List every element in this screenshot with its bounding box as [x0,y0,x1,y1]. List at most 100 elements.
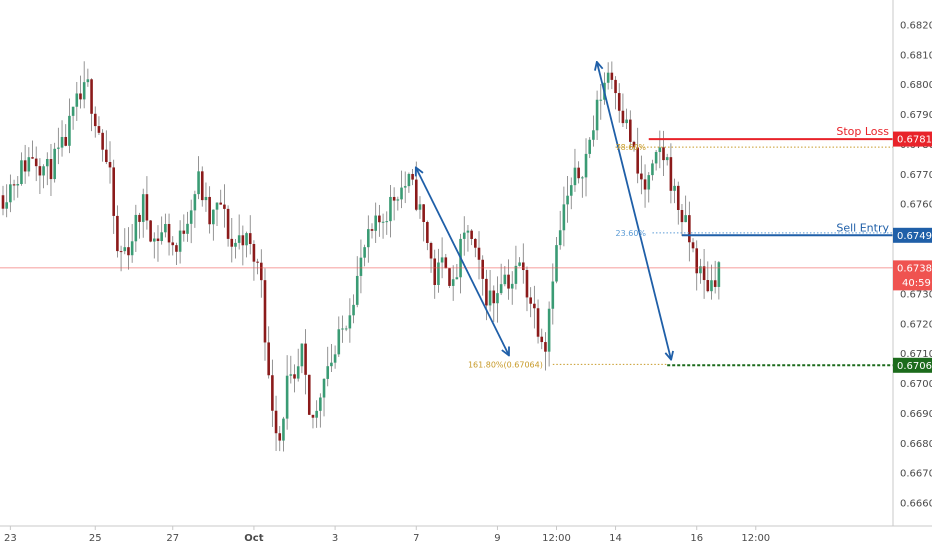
x-tick-label: 9 [494,533,500,544]
candle-body [488,290,492,306]
fib-236-label: 23.60% [616,229,647,238]
candle-body [330,362,333,367]
candle-body [341,328,344,330]
candle-body [647,175,651,190]
candle-body [684,215,687,223]
candle-body [1,195,5,209]
candle-body [60,136,64,148]
candle-body [658,147,662,153]
candle-body [68,115,71,146]
candle-body [699,266,702,274]
candle-body [256,261,259,263]
candle-countdown: 40:59 [902,278,931,289]
candle-body [396,199,400,201]
x-tick-label: 3 [332,533,338,544]
candle-body [212,209,215,225]
candle-body [695,248,699,274]
candle-body [237,235,241,243]
candle-body [518,262,521,266]
x-tick-label: 27 [166,533,179,544]
candle-body [152,238,156,242]
candle-body [215,202,219,210]
x-tick-label: 25 [89,533,102,544]
candle-body [540,336,544,343]
trend-arrow [416,168,508,354]
candle-body [688,215,691,243]
candle-body [702,266,706,281]
candle-body [558,230,562,246]
candle-body [234,242,237,247]
candle-body [293,374,296,379]
candle-body [355,275,359,305]
candle-body [230,238,234,247]
candle-body [204,196,208,201]
candle-body [208,196,211,225]
candle-body [267,342,270,376]
candle-body [525,270,529,298]
candle-body [304,343,307,375]
candle-body [455,277,459,280]
candle-body [662,147,665,161]
candle-body [20,160,23,185]
candle-body [141,194,145,222]
sell-entry-label: Sell Entry [836,221,889,234]
candle-body [370,229,374,231]
candle-body [422,204,425,223]
candle-body [289,374,293,376]
candle-body [629,119,632,142]
candle-body [429,242,433,259]
take-profit-tag-value: 0.67061 [897,361,932,372]
candle-body [79,93,82,100]
candle-body [374,215,377,231]
candle-body [367,229,370,248]
candle-body [178,230,182,252]
candle-body [171,242,175,246]
x-tick-label: Oct [244,533,263,544]
candle-body [200,171,204,201]
candle-body [485,278,488,306]
candle-body [643,179,647,190]
candle-body [278,433,282,441]
candle-body [156,238,160,242]
candle-body [326,366,330,379]
fib-1618-label: 161.80%(0.67064) [468,360,543,369]
candle-body [197,171,200,195]
candle-body [492,290,496,304]
candle-body [31,157,34,159]
candle-body [444,257,448,269]
candle-body [5,202,8,209]
candle-body [606,72,610,83]
candle-body [160,232,163,242]
candle-body [53,148,56,180]
candle-body [510,283,514,289]
candle-body [9,184,12,203]
candle-body [82,82,86,100]
candle-body [296,366,300,379]
candle-body [149,220,152,242]
candle-body [223,204,226,209]
candle-body [385,221,389,223]
candle-body [555,245,558,282]
candle-body [241,235,245,246]
candle-body [544,342,547,352]
candle-body [521,262,525,271]
candle-body [462,232,466,239]
x-tick-label: 7 [413,533,419,544]
candle-body [610,72,614,80]
candle-body [547,308,551,352]
candle-body [573,167,577,186]
candle-body [116,215,119,252]
candle-body [27,157,31,172]
candle-body [551,281,555,309]
candle-body [440,257,444,263]
x-tick-label: 14 [609,533,622,544]
candle-body [581,177,584,179]
candle-body [34,158,38,167]
candle-body [569,185,573,196]
candle-body [38,166,42,176]
